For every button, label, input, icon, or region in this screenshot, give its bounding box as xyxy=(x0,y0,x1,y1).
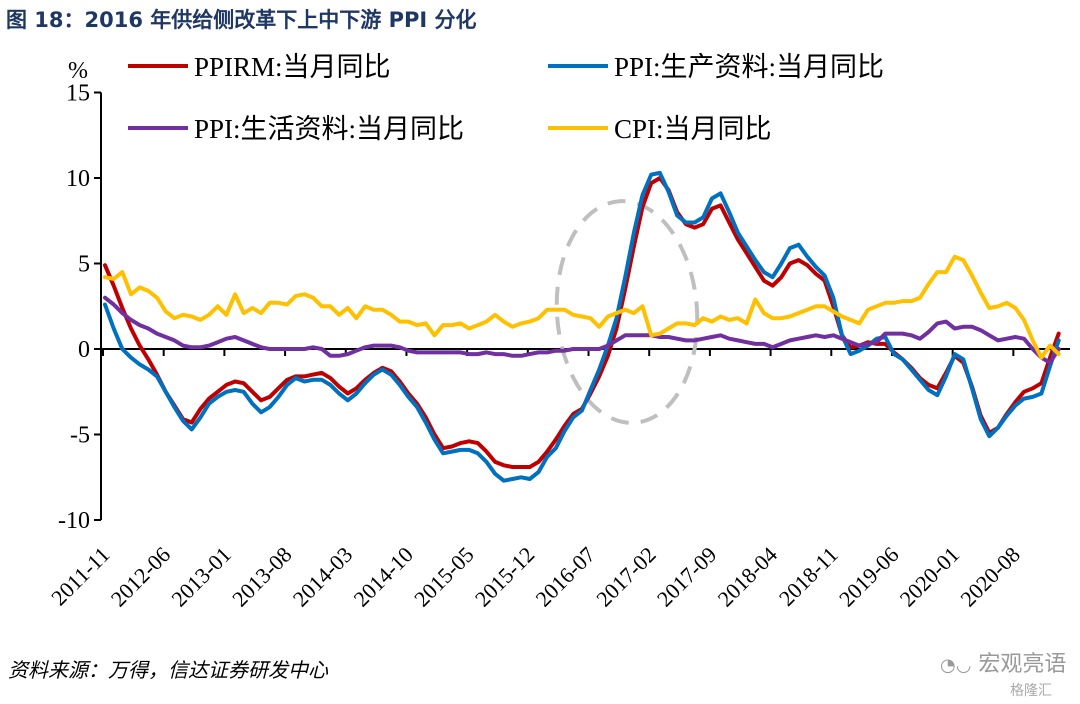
x-tick-label: 2017-02 xyxy=(591,542,661,612)
series-lines xyxy=(103,170,1061,483)
y-tick-label: 10 xyxy=(66,166,90,192)
chart-title: 图 18：2016 年供给侧改革下上中下游 PPI 分化 xyxy=(6,8,477,32)
x-tick-label: 2019-06 xyxy=(834,542,904,612)
y-tick-label: -5 xyxy=(70,423,90,449)
x-tick-label: 2016-07 xyxy=(531,542,601,612)
wechat-watermark: ◔◡ 宏观亮语 xyxy=(940,646,1066,678)
series-line-1 xyxy=(103,170,1061,483)
wechat-icon: ◔◡ xyxy=(940,655,972,676)
x-tick-label: 2018-04 xyxy=(713,542,783,612)
x-tick-label: 2015-12 xyxy=(470,542,540,612)
legend-label: CPI:当月同比 xyxy=(614,114,772,144)
y-tick-label: 15 xyxy=(66,81,90,107)
legend-label: PPI:生产资料:当月同比 xyxy=(614,52,884,82)
y-tick-label: -10 xyxy=(58,508,90,534)
legend-label: PPI:生活资料:当月同比 xyxy=(194,114,464,144)
x-tick-label: 2014-03 xyxy=(288,542,358,612)
legend: PPIRM:当月同比 PPI:生产资料:当月同比 PPI:生活资料:当月同比 CPI:… xyxy=(128,52,884,144)
x-tick-label: 2020-01 xyxy=(895,542,965,612)
x-tick-label: 2012-06 xyxy=(106,542,176,612)
series-line-3 xyxy=(103,254,1061,360)
site-watermark: 格隆汇 xyxy=(1010,683,1052,699)
highlight-ellipse xyxy=(554,199,700,425)
x-tick-label: 2013-01 xyxy=(166,542,236,612)
y-axis-unit: % xyxy=(68,58,88,84)
x-tick-label: 2013-08 xyxy=(227,542,297,612)
x-tick-label: 2011-11 xyxy=(46,542,114,610)
x-tick-label: 2017-09 xyxy=(652,542,722,612)
source-note: 资料来源：万得，信达证券研发中心 xyxy=(8,658,328,682)
y-tick-label: 0 xyxy=(78,337,90,363)
y-tick-label: 5 xyxy=(78,252,90,278)
x-tick-label: 2020-08 xyxy=(955,542,1025,612)
x-tick-label: 2015-05 xyxy=(409,542,479,612)
watermark-text: 宏观亮语 xyxy=(978,652,1067,677)
series-line-2 xyxy=(103,295,1061,365)
series-line-0 xyxy=(103,176,1061,469)
x-tick-label: 2014-10 xyxy=(348,542,418,612)
x-tick-label: 2018-11 xyxy=(774,542,843,611)
legend-label: PPIRM:当月同比 xyxy=(194,52,391,82)
